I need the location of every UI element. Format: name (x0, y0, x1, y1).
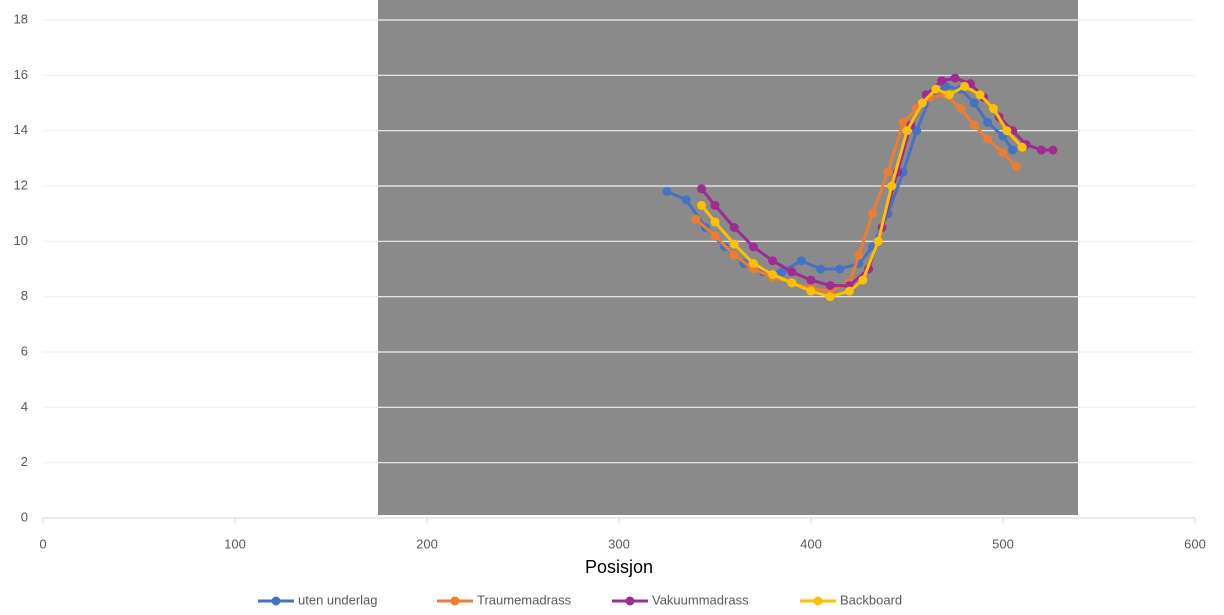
data-point (983, 117, 993, 127)
y-tick-label: 2 (21, 454, 28, 469)
data-point (816, 264, 826, 274)
data-point (691, 214, 701, 224)
data-point (854, 250, 864, 260)
data-point (988, 104, 998, 114)
data-point (748, 242, 758, 252)
data-point (681, 195, 691, 205)
data-point (917, 98, 927, 108)
data-point (710, 217, 720, 227)
data-point (956, 104, 966, 114)
y-tick-label: 10 (14, 233, 28, 248)
y-tick-label: 18 (14, 11, 28, 26)
y-tick-label: 16 (14, 67, 28, 82)
data-point (998, 148, 1008, 158)
data-point (937, 76, 947, 86)
x-tick-label: 100 (224, 536, 246, 551)
data-point (883, 167, 893, 177)
data-point (969, 98, 979, 108)
x-tick-label: 600 (1184, 536, 1206, 551)
data-point (944, 90, 954, 100)
x-axis-title: Posisjon (585, 557, 653, 577)
legend-marker (271, 596, 281, 606)
background-image (378, 0, 1078, 515)
y-tick-label: 4 (21, 399, 28, 414)
y-tick-label: 12 (14, 177, 28, 192)
data-point (787, 267, 797, 277)
data-point (806, 275, 816, 285)
data-point (898, 117, 908, 127)
legend-label: Vakuummadrass (652, 592, 749, 607)
data-point (806, 286, 816, 296)
data-point (1011, 162, 1021, 172)
data-point (697, 200, 707, 210)
data-point (825, 281, 835, 291)
data-point (825, 292, 835, 302)
data-point (1048, 145, 1058, 155)
data-point (1017, 142, 1027, 152)
legend-marker (450, 596, 460, 606)
data-point (1008, 145, 1018, 155)
data-point (912, 126, 922, 136)
y-tick-label: 14 (14, 122, 28, 137)
data-point (983, 134, 993, 144)
data-point (931, 84, 941, 94)
y-tick-label: 0 (21, 509, 28, 524)
data-point (858, 275, 868, 285)
data-point (873, 236, 883, 246)
data-point (662, 187, 672, 197)
data-point (729, 223, 739, 232)
data-point (697, 184, 707, 194)
legend-marker (813, 596, 823, 606)
data-point (960, 81, 970, 91)
data-point (748, 258, 758, 268)
data-point (768, 270, 778, 280)
data-point (902, 126, 912, 136)
data-point (796, 256, 806, 266)
data-point (887, 181, 897, 191)
data-point (950, 73, 960, 83)
data-point (1002, 126, 1012, 136)
legend-label: Traumemadrass (477, 592, 572, 607)
data-point (835, 264, 845, 274)
data-point (969, 120, 979, 130)
legend-label: Backboard (840, 592, 902, 607)
data-point (777, 267, 787, 277)
data-point (975, 90, 985, 100)
data-point (844, 286, 854, 296)
x-tick-label: 400 (800, 536, 822, 551)
legend-label: uten underlag (298, 592, 378, 607)
data-point (729, 239, 739, 249)
data-point (867, 209, 877, 219)
x-tick-label: 0 (39, 536, 46, 551)
data-point (729, 250, 739, 260)
y-tick-label: 6 (21, 343, 28, 358)
data-point (787, 278, 797, 288)
data-point (710, 231, 720, 241)
data-point (710, 200, 720, 210)
y-tick-label: 8 (21, 288, 28, 303)
x-tick-label: 300 (608, 536, 630, 551)
legend-marker (625, 596, 635, 606)
data-point (768, 256, 778, 266)
data-point (1036, 145, 1046, 155)
x-tick-label: 500 (992, 536, 1014, 551)
x-tick-label: 200 (416, 536, 438, 551)
